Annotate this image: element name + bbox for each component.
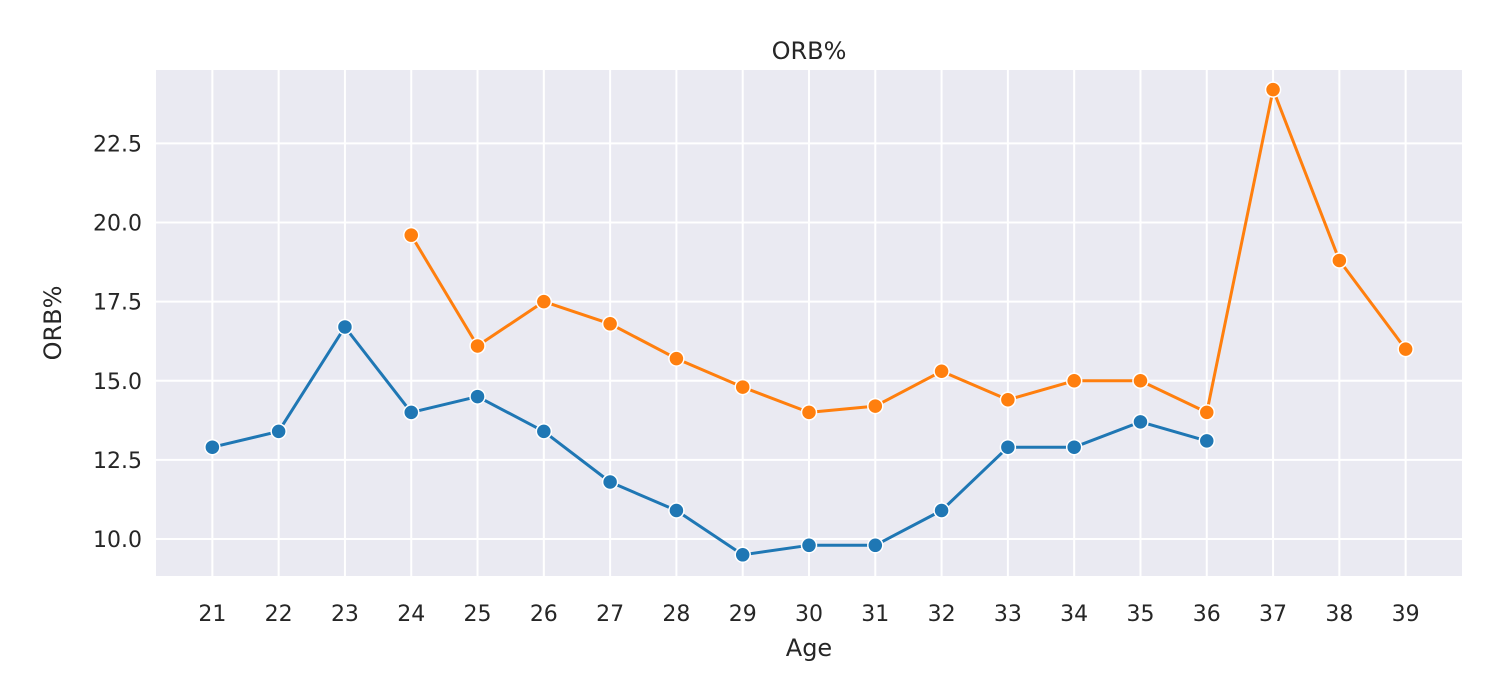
data-point <box>1065 372 1083 390</box>
y-tick-label: 17.5 <box>93 291 142 316</box>
data-point <box>601 315 619 333</box>
data-point <box>999 438 1017 456</box>
data-point <box>601 473 619 491</box>
y-tick-label: 12.5 <box>93 449 142 474</box>
data-point <box>1331 252 1348 269</box>
x-tick-label: 26 <box>530 602 558 627</box>
series-line <box>212 325 1208 557</box>
data-point <box>402 226 420 244</box>
data-point <box>668 350 685 367</box>
x-tick-label: 35 <box>1126 602 1154 627</box>
y-tick-label: 20.0 <box>93 212 142 237</box>
data-point <box>999 391 1017 408</box>
data-point <box>1198 432 1216 450</box>
x-axis-title: Age <box>786 634 832 662</box>
data-point <box>336 318 354 336</box>
data-point <box>668 502 685 519</box>
data-point <box>734 546 751 564</box>
data-point <box>1198 404 1216 421</box>
x-tick-label: 36 <box>1193 602 1221 627</box>
series-2 <box>402 81 1414 421</box>
x-tick-label: 33 <box>994 602 1022 627</box>
x-tick-label: 38 <box>1325 602 1353 627</box>
x-tick-label: 30 <box>795 602 823 627</box>
data-point <box>1132 372 1149 390</box>
x-tick-label: 23 <box>331 602 359 627</box>
data-point <box>800 404 818 421</box>
x-tick-label: 28 <box>662 602 690 627</box>
y-tick-label: 15.0 <box>93 370 142 395</box>
x-tick-label: 29 <box>729 602 757 627</box>
x-tick-label: 32 <box>928 602 956 627</box>
data-point <box>1397 340 1414 358</box>
y-axis-title: ORB% <box>39 286 67 361</box>
data-point <box>402 404 420 421</box>
data-point <box>933 502 950 519</box>
data-point <box>1264 81 1282 98</box>
x-tick-label: 27 <box>596 602 624 627</box>
series-layer <box>204 81 1414 564</box>
x-tick-label: 21 <box>198 602 226 627</box>
data-point <box>800 537 818 554</box>
y-tick-label: 10.0 <box>93 528 142 553</box>
data-point <box>867 397 884 415</box>
chart-title: ORB% <box>772 37 847 65</box>
data-point <box>933 363 950 380</box>
grid-lines <box>156 70 1462 576</box>
series-line <box>409 88 1407 414</box>
x-tick-label: 39 <box>1392 602 1420 627</box>
data-point <box>734 378 751 396</box>
data-point <box>867 537 884 554</box>
x-tick-label: 22 <box>265 602 293 627</box>
data-point <box>469 388 486 405</box>
x-tick-label: 34 <box>1060 602 1088 627</box>
x-tick-label: 25 <box>464 602 492 627</box>
tick-labels: 21 22 23 24 25 26 27 28 29 30 31 32 33 34 35 36 37 38 39 10… <box>93 132 1420 627</box>
data-point <box>204 438 221 456</box>
data-point <box>270 423 287 440</box>
data-point <box>535 423 553 440</box>
data-point <box>469 337 486 355</box>
series-1 <box>204 318 1216 564</box>
data-point <box>535 293 553 310</box>
x-tick-label: 37 <box>1259 602 1287 627</box>
y-tick-label: 22.5 <box>93 132 142 157</box>
data-point <box>1065 438 1083 456</box>
data-point <box>1132 413 1149 431</box>
x-tick-label: 24 <box>397 602 425 627</box>
x-tick-label: 31 <box>861 602 889 627</box>
